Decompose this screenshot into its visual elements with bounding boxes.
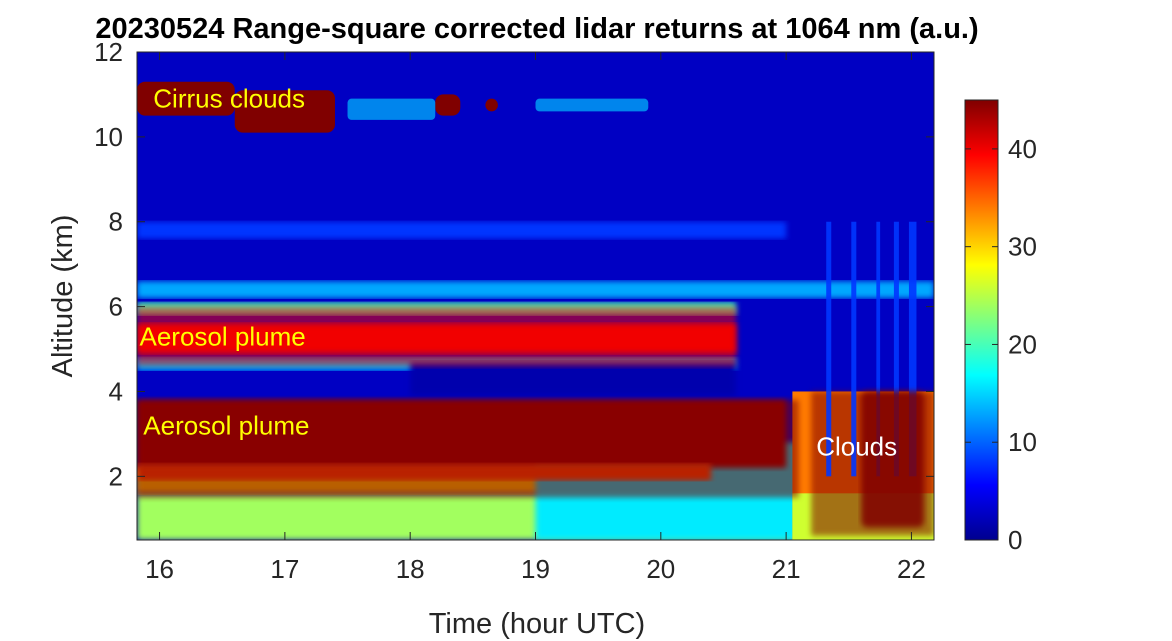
y-tick-label-3: 8 [109,207,123,237]
cloud-streak-4 [908,221,917,477]
cloud-streak-1 [851,221,857,477]
annotation-3: Clouds [816,432,897,462]
y-tick-label-0: 2 [109,461,123,491]
annotation-2: Aerosol plume [143,410,309,440]
x-axis-ticks: 16 17 18 19 20 21 22 [145,52,926,584]
x-tick-label-3: 19 [521,554,550,584]
feature-region-2 [137,399,799,498]
colorbar-ticks: 0 10 20 30 40 [965,134,1037,555]
upper-haze-layer [137,281,934,299]
cirrus-trail-1 [535,98,649,112]
cloud-streak-2 [876,221,881,477]
free-trop-layer [137,221,787,239]
y-tick-label-1: 4 [109,376,123,406]
cloud-streak-3 [893,221,899,477]
chart-title: 20230524 Range-square corrected lidar re… [95,13,978,45]
x-tick-label-5: 21 [772,554,801,584]
feature-region-1 [137,306,737,367]
clear-gap-layer [410,361,737,396]
cirrus-trail-0 [347,98,436,120]
lidar-heatmap [137,52,934,540]
x-tick-label-0: 16 [145,554,174,584]
y-tick-label-4: 10 [94,122,123,152]
colorbar-tick-label-2: 20 [1008,329,1037,359]
x-tick-label-2: 18 [396,554,425,584]
x-tick-label-4: 20 [646,554,675,584]
y-axis-label: Altitude (km) [47,215,79,378]
x-tick-label-6: 22 [897,554,926,584]
colorbar [964,99,999,541]
x-axis-label: Time (hour UTC) [429,608,645,640]
colorbar-tick-label-4: 40 [1008,134,1037,164]
cloud-streak-0 [826,221,832,477]
cirrus-patch-2 [435,94,461,116]
y-tick-label-5: 12 [94,37,123,67]
cirrus-patch-0 [137,81,235,116]
cloud-core [861,391,924,528]
colorbar-tick-label-3: 30 [1008,232,1037,262]
colorbar-tick-label-1: 10 [1008,427,1037,457]
annotation-0: Cirrus clouds [153,84,305,114]
feature-annotations: Cirrus clouds Aerosol plume Aerosol plume C… [140,84,898,462]
colorbar-tick-label-0: 0 [1008,525,1022,555]
x-tick-label-1: 17 [270,554,299,584]
annotation-1: Aerosol plume [140,321,306,351]
cirrus-patch-3 [485,98,498,112]
y-tick-label-2: 6 [109,292,123,322]
y-axis-ticks: 2 4 6 8 10 12 [94,37,934,491]
cirrus-patch-1 [234,90,335,133]
